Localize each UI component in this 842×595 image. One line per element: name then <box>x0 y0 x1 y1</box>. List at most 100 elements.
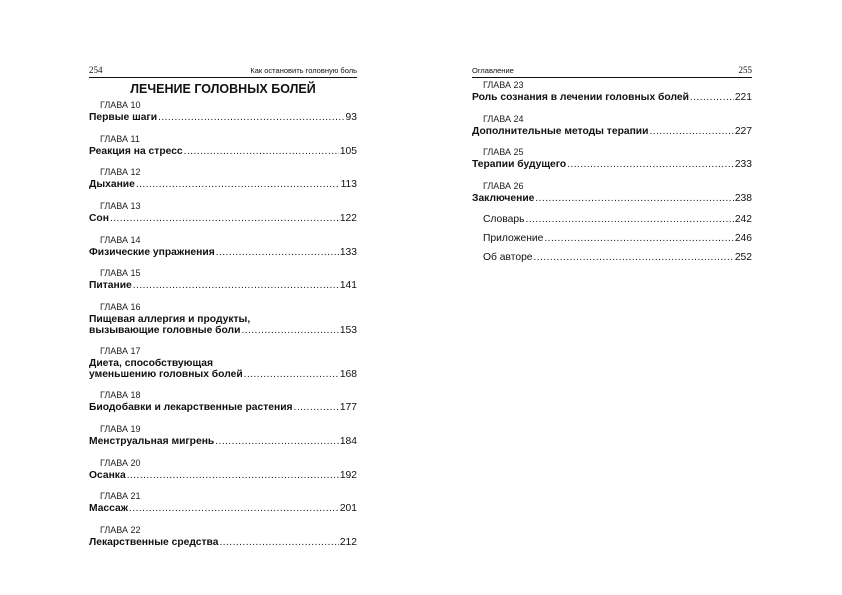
toc-entry-title: Дыхание <box>89 179 135 191</box>
toc-entry-title: Сон <box>89 213 109 225</box>
toc-entry-row[interactable]: Первые шаги 93 <box>89 112 357 124</box>
toc-entry-page: 212 <box>339 536 357 548</box>
toc-entry-title: Физические упражнения <box>89 246 215 258</box>
toc-entry-page: 192 <box>339 469 357 481</box>
chapter-label: ГЛАВА 17 <box>100 346 141 357</box>
toc-entry-row[interactable]: Реакция на стресс 105 <box>89 146 357 158</box>
toc-entry-row[interactable]: Приложение 246 <box>472 233 752 245</box>
toc-entry-row[interactable]: Физические упражнения 133 <box>89 247 357 259</box>
toc-entry-title: Роль сознания в лечении головных болей <box>472 92 689 103</box>
running-head: Оглавление <box>472 66 514 75</box>
toc-entry-row[interactable]: уменьшению головных болей 168 <box>89 369 357 381</box>
toc-entry-row[interactable]: Лекарственные средства 212 <box>89 537 357 549</box>
toc-entry-row[interactable]: Массаж 201 <box>89 503 357 515</box>
dot-leader <box>241 325 338 337</box>
toc-entry-title-line1: Пищевая аллергия и продукты, <box>89 314 251 326</box>
toc-entry-page: 242 <box>734 213 752 225</box>
dot-leader <box>215 436 339 448</box>
toc-entry: ГЛАВА 19 Менструальная мигрень 184 <box>89 423 357 457</box>
chapter-label: ГЛАВА 21 <box>100 491 141 502</box>
dot-leader <box>544 233 733 245</box>
dot-leader <box>567 159 734 171</box>
toc-entry: ГЛАВА 16 Пищевая аллергия и продукты, вызы… <box>89 301 357 345</box>
running-header: Оглавление 255 <box>472 64 752 78</box>
toc-list: ГЛАВА 23 Роль сознания в лечении головных… <box>472 79 752 214</box>
toc-entry-page: 252 <box>734 252 752 264</box>
dot-leader <box>129 503 339 515</box>
toc-entry-page: 221 <box>734 92 752 103</box>
toc-entry-title: уменьшению головных болей <box>89 369 243 381</box>
toc-entry: ГЛАВА 17 Диета, способствующая уменьшению … <box>89 345 357 389</box>
toc-extra-entry: Словарь 242 <box>472 214 752 233</box>
toc-entry-page: 233 <box>734 159 752 171</box>
dot-leader <box>158 112 344 124</box>
chapter-label: ГЛАВА 12 <box>100 167 141 178</box>
toc-entry-page: 153 <box>339 325 357 337</box>
chapter-label: ГЛАВА 15 <box>100 268 141 279</box>
dot-leader <box>184 146 339 158</box>
left-page: 254 Как остановить головную боль ЛЕЧЕНИЕ… <box>89 64 357 558</box>
toc-entry-row[interactable]: Питание 141 <box>89 280 357 292</box>
chapter-label: ГЛАВА 25 <box>483 147 524 158</box>
chapter-label: ГЛАВА 16 <box>100 302 141 313</box>
dot-leader <box>535 193 733 205</box>
toc-entry-title: Первые шаги <box>89 112 158 123</box>
toc-entry-page: 168 <box>339 369 357 381</box>
toc-entry-title: Дополнительные методы терапии <box>472 125 649 137</box>
chapter-label: ГЛАВА 11 <box>100 133 140 144</box>
toc-entry-row[interactable]: Терапии будущего 233 <box>472 159 752 171</box>
toc-entry-page: 177 <box>339 402 357 414</box>
toc-entry-title: Приложение <box>483 233 544 245</box>
chapter-label: ГЛАВА 20 <box>100 457 141 468</box>
toc-entry-row[interactable]: Заключение 238 <box>472 193 752 205</box>
dot-leader <box>219 537 338 549</box>
toc-extras: Словарь 242 Приложение 246 Об авторе 252 <box>472 214 752 272</box>
chapter-label: ГЛАВА 18 <box>100 390 141 401</box>
toc-entry: ГЛАВА 23 Роль сознания в лечении головных… <box>472 79 752 113</box>
toc-entry-title-line1: Диета, способствующая <box>89 358 213 370</box>
toc-entry-title: Об авторе <box>483 252 533 264</box>
chapter-label: ГЛАВА 22 <box>100 524 141 535</box>
toc-entry: ГЛАВА 11 Реакция на стресс 105 <box>89 133 357 167</box>
toc-entry-row[interactable]: Словарь 242 <box>472 214 752 226</box>
toc-entry-page: 246 <box>734 233 752 245</box>
toc-entry-title: вызывающие головные боли <box>89 325 241 337</box>
dot-leader <box>110 213 339 225</box>
toc-entry-title: Лекарственные средства <box>89 536 219 548</box>
toc-extra-entry: Об авторе 252 <box>472 252 752 271</box>
page-number: 254 <box>89 65 103 75</box>
toc-entry-row[interactable]: Биодобавки и лекарственные растения 177 <box>89 402 357 414</box>
dot-leader <box>294 402 339 414</box>
toc-entry: ГЛАВА 20 Осанка 192 <box>89 457 357 491</box>
chapter-label: ГЛАВА 26 <box>483 181 524 192</box>
toc-entry-row[interactable]: Менструальная мигрень 184 <box>89 436 357 448</box>
chapter-label: ГЛАВА 19 <box>100 423 141 434</box>
toc-entry: ГЛАВА 10 Первые шаги 93 <box>89 99 357 133</box>
toc-entry-row[interactable]: вызывающие головные боли 153 <box>89 325 357 337</box>
toc-entry-page: 238 <box>734 193 752 205</box>
toc-entry-row[interactable]: Осанка 192 <box>89 470 357 482</box>
dot-leader <box>534 252 734 264</box>
section-title: ЛЕЧЕНИЕ ГОЛОВНЫХ БОЛЕЙ <box>130 82 316 96</box>
running-head: Как остановить головную боль <box>250 66 357 75</box>
toc-entry-title: Массаж <box>89 503 129 515</box>
chapter-label: ГЛАВА 13 <box>100 201 141 212</box>
toc-entry-row[interactable]: Сон 122 <box>89 213 357 225</box>
page-number: 255 <box>738 65 753 75</box>
toc-entry-row[interactable]: Роль сознания в лечении головных болей 22… <box>472 92 752 104</box>
dot-leader <box>133 280 339 292</box>
toc-entry-page: 133 <box>339 246 357 258</box>
chapter-label: ГЛАВА 23 <box>483 80 524 90</box>
toc-extra-entry: Приложение 246 <box>472 233 752 252</box>
toc-entry-row[interactable]: Об авторе 252 <box>472 252 752 264</box>
toc-entry-title: Реакция на стресс <box>89 145 183 157</box>
toc-entry-row[interactable]: Дыхание 113 <box>89 179 357 191</box>
toc-entry-row[interactable]: Дополнительные методы терапии 227 <box>472 126 752 138</box>
toc-entry-page: 227 <box>734 125 752 137</box>
